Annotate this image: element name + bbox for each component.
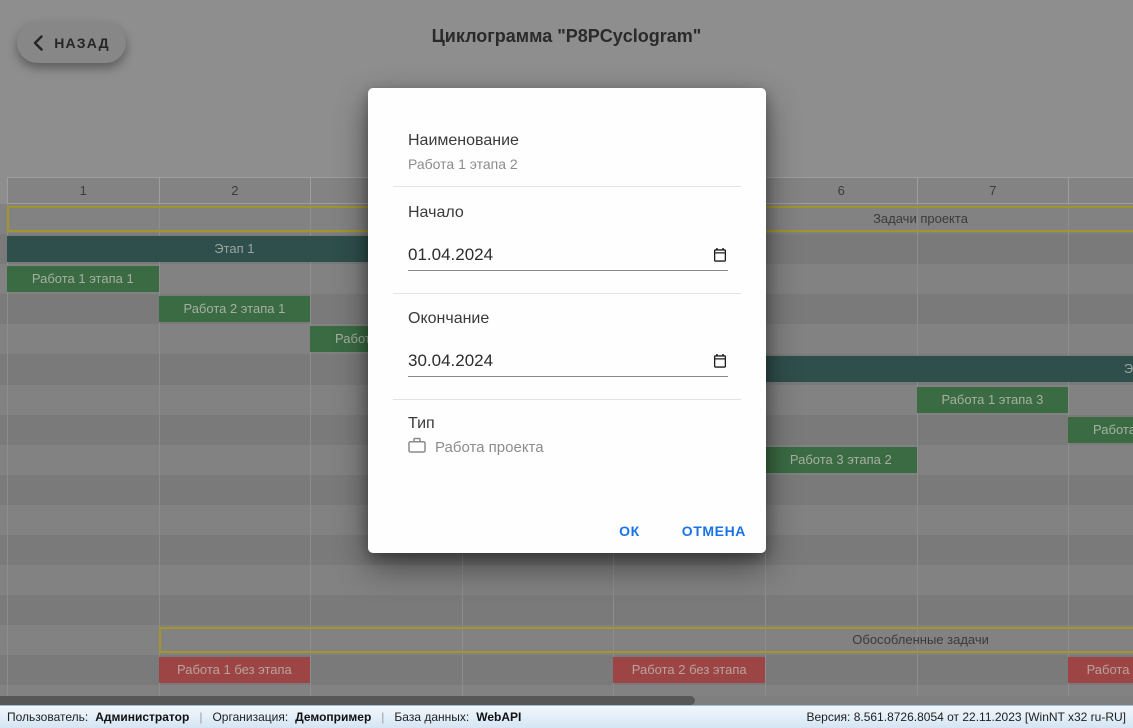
briefcase-icon [408,437,426,457]
name-label: Наименование [408,132,519,149]
grid-column-line [1068,204,1070,696]
horizontal-scrollbar[interactable] [0,696,1133,705]
org-label: Организация: [212,710,289,724]
divider [393,186,741,187]
type-value: Работа проекта [435,438,544,456]
scrollbar-thumb[interactable] [0,696,695,705]
back-button[interactable]: НАЗАД [17,22,126,63]
gantt-row: Обособленные задачи [0,625,1133,655]
status-separator: | [381,710,385,724]
column-header: 2 [158,178,311,203]
column-header: 1 [7,178,159,203]
user-value: Администратор [95,710,190,724]
end-date-input[interactable]: 30.04.2024 [408,346,728,377]
end-date-value: 30.04.2024 [408,351,494,370]
back-button-label: НАЗАД [54,34,110,51]
user-label: Пользователь: [7,710,89,724]
calendar-icon[interactable] [712,247,728,263]
column-header [1068,178,1133,203]
dialog-buttons: ОК ОТМЕНА [617,513,748,549]
status-bar: Пользователь: Администратор | Организаци… [0,705,1133,728]
gantt-row [0,685,1133,696]
org-value: Демопример [295,710,372,724]
bar-work-alt[interactable]: Работа 2 без этапа [613,657,765,683]
bar-work-alt[interactable]: Работа 3 без этапа [1068,657,1133,683]
status-separator: | [199,710,203,724]
gantt-row: Работа 1 без этапа Работа 2 без этапа Рабо… [0,655,1133,685]
edit-task-dialog: Наименование Работа 1 этапа 2 Начало 01.… [368,88,766,553]
start-label: Начало [408,204,464,221]
bar-group[interactable]: Обособленные задачи [158,627,1133,653]
gantt-row [0,595,1133,625]
name-field[interactable]: Работа 1 этапа 2 [408,156,518,172]
bar-work[interactable]: Работа 1 этапа 3 [916,387,1069,413]
bar-work[interactable]: Работа 1 этапа 1 [7,266,159,292]
back-chevron-icon [33,34,43,51]
type-field[interactable]: Работа проекта [408,437,544,457]
grid-column-line [916,204,918,696]
cancel-button[interactable]: ОТМЕНА [680,519,748,543]
calendar-icon[interactable] [712,353,728,369]
end-label: Окончание [408,310,490,327]
start-date-input[interactable]: 01.04.2024 [408,240,728,271]
gantt-row [0,565,1133,595]
ok-button[interactable]: ОК [617,519,642,543]
page-title: Циклограмма "P8PCyclogram" [431,26,702,46]
divider [393,399,741,400]
status-left: Пользователь: Администратор | Организаци… [7,710,521,724]
db-value: WebAPI [476,710,522,724]
bar-work[interactable]: Работа 2 этапа 1 [158,296,311,322]
divider [393,293,741,294]
column-header: 7 [916,178,1069,203]
start-date-value: 01.04.2024 [408,245,494,264]
bar-work-alt[interactable]: Работа 1 без этапа [158,657,311,683]
db-label: База данных: [394,710,470,724]
grid-column-line [158,204,160,696]
version-text: Версия: 8.561.8726.8054 от 22.11.2023 [W… [806,710,1126,724]
bar-work[interactable]: Работа 2 этапа 3 [1068,417,1133,443]
type-label: Тип [408,415,435,432]
grid-column-line [310,204,312,696]
column-header: 6 [765,178,917,203]
grid-column-line [7,204,8,696]
bar-work[interactable]: Работа 3 этапа 2 [765,447,917,473]
